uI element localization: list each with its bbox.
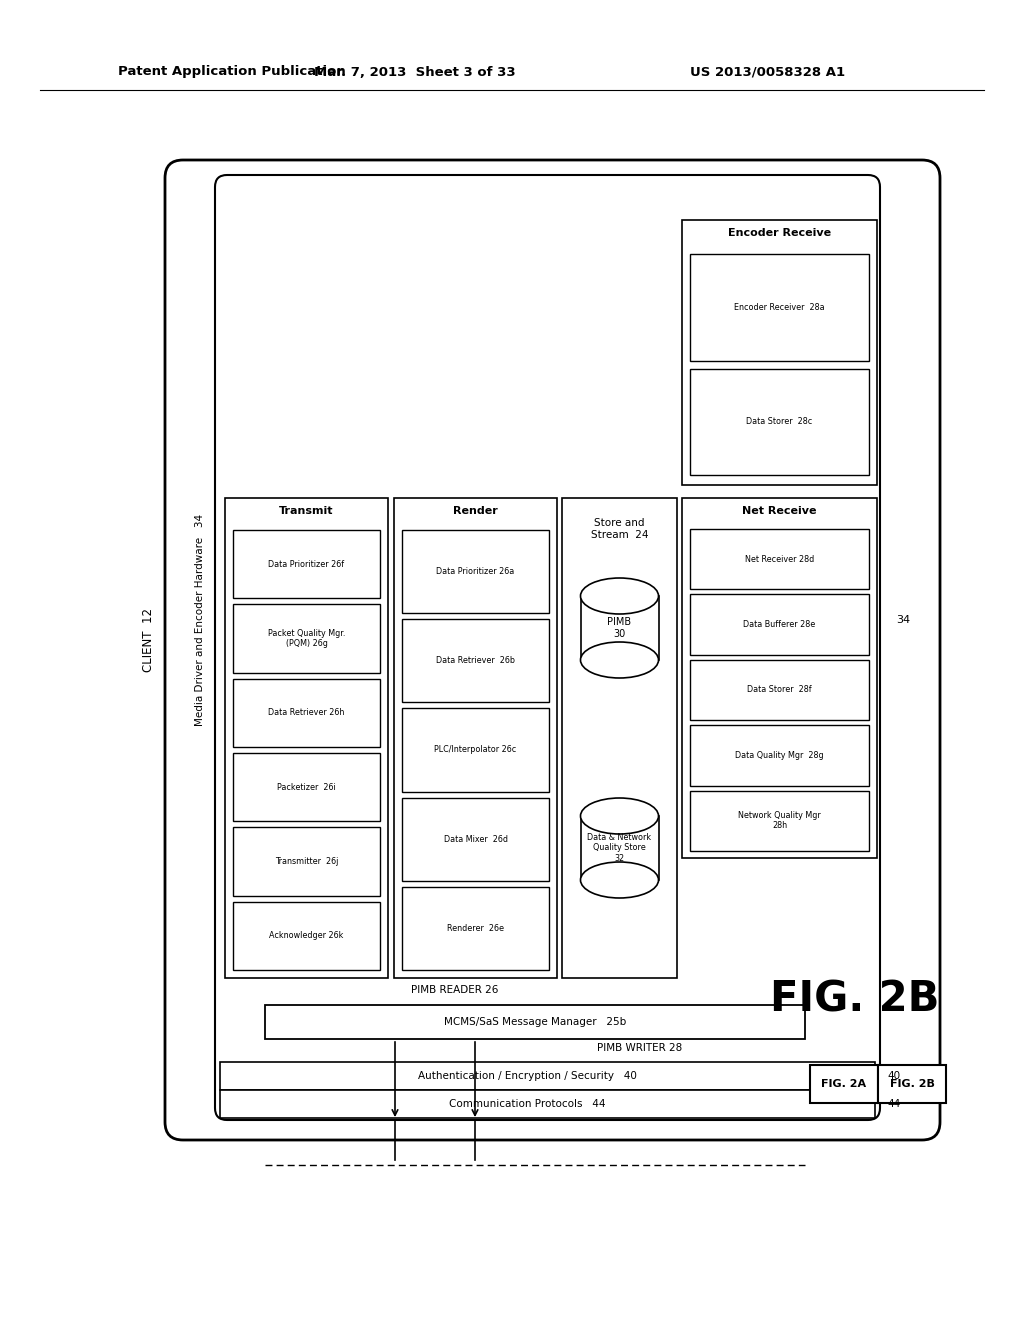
- Text: Net Receiver 28d: Net Receiver 28d: [744, 554, 814, 564]
- Text: US 2013/0058328 A1: US 2013/0058328 A1: [690, 66, 845, 78]
- Ellipse shape: [581, 642, 658, 678]
- Text: Communication Protocols   44: Communication Protocols 44: [450, 1100, 606, 1109]
- Text: Data Retriever  26b: Data Retriever 26b: [436, 656, 515, 665]
- Text: Data Quality Mgr  28g: Data Quality Mgr 28g: [735, 751, 824, 760]
- Text: Patent Application Publication: Patent Application Publication: [118, 66, 346, 78]
- Bar: [878, 1065, 946, 1104]
- Ellipse shape: [581, 862, 658, 898]
- Text: FIG. 2B: FIG. 2B: [890, 1078, 935, 1089]
- Bar: [690, 725, 869, 785]
- Bar: [394, 498, 557, 978]
- Ellipse shape: [581, 578, 658, 614]
- Text: Network Quality Mgr
28h: Network Quality Mgr 28h: [738, 810, 821, 830]
- Bar: [225, 498, 388, 978]
- Text: Renderer  26e: Renderer 26e: [447, 924, 504, 933]
- Text: Acknowledger 26k: Acknowledger 26k: [269, 932, 344, 940]
- Text: Packet Quality Mgr.
(PQM) 26g: Packet Quality Mgr. (PQM) 26g: [268, 628, 345, 648]
- Text: Render: Render: [454, 506, 498, 516]
- Bar: [690, 791, 869, 851]
- Bar: [233, 678, 380, 747]
- Text: Net Receive: Net Receive: [742, 506, 817, 516]
- Bar: [690, 594, 869, 655]
- Bar: [233, 605, 380, 673]
- Text: Transmit: Transmit: [280, 506, 334, 516]
- Text: FIG. 2A: FIG. 2A: [821, 1078, 866, 1089]
- Bar: [402, 531, 549, 614]
- Text: CLIENT  12: CLIENT 12: [141, 609, 155, 672]
- Bar: [233, 752, 380, 821]
- Text: PIMB
30: PIMB 30: [607, 618, 632, 639]
- Bar: [233, 902, 380, 970]
- Bar: [690, 660, 869, 721]
- FancyBboxPatch shape: [215, 176, 880, 1119]
- Bar: [402, 709, 549, 792]
- Bar: [220, 1063, 874, 1090]
- Bar: [562, 498, 677, 978]
- Text: Data Storer  28f: Data Storer 28f: [748, 685, 812, 694]
- Text: Data Prioritizer 26a: Data Prioritizer 26a: [436, 568, 515, 576]
- Text: Data Storer  28c: Data Storer 28c: [746, 417, 813, 426]
- Bar: [581, 816, 658, 880]
- Bar: [810, 1065, 878, 1104]
- Text: 34: 34: [896, 615, 910, 624]
- Bar: [682, 220, 877, 484]
- Text: MCMS/SaS Message Manager   25b: MCMS/SaS Message Manager 25b: [443, 1016, 626, 1027]
- Bar: [233, 531, 380, 598]
- Bar: [690, 368, 869, 475]
- Text: PIMB WRITER 28: PIMB WRITER 28: [597, 1043, 683, 1053]
- Text: Data Retriever 26h: Data Retriever 26h: [268, 709, 345, 717]
- Text: Packetizer  26i: Packetizer 26i: [278, 783, 336, 792]
- Text: Mar. 7, 2013  Sheet 3 of 33: Mar. 7, 2013 Sheet 3 of 33: [314, 66, 516, 78]
- Bar: [402, 797, 549, 880]
- Bar: [265, 1005, 805, 1039]
- Text: PLC/Interpolator 26c: PLC/Interpolator 26c: [434, 746, 517, 755]
- Bar: [402, 619, 549, 702]
- Bar: [682, 498, 877, 858]
- Text: Data Mixer  26d: Data Mixer 26d: [443, 834, 508, 843]
- Text: FIG. 2B: FIG. 2B: [770, 979, 940, 1020]
- Text: Encoder Receive: Encoder Receive: [728, 228, 831, 238]
- Bar: [581, 597, 658, 660]
- Bar: [233, 828, 380, 896]
- Text: Encoder Receiver  28a: Encoder Receiver 28a: [734, 302, 824, 312]
- Text: PIMB READER 26: PIMB READER 26: [412, 985, 499, 995]
- Text: 44: 44: [887, 1100, 900, 1109]
- Text: Data Bufferer 28e: Data Bufferer 28e: [743, 620, 816, 630]
- Text: Media Driver and Encoder Hardware   34: Media Driver and Encoder Hardware 34: [195, 513, 205, 726]
- FancyBboxPatch shape: [165, 160, 940, 1140]
- Bar: [220, 1090, 874, 1118]
- Text: Authentication / Encryption / Security   40: Authentication / Encryption / Security 4…: [418, 1071, 637, 1081]
- Text: Data & Network
Quality Store
32: Data & Network Quality Store 32: [588, 833, 651, 863]
- Text: Data Prioritizer 26f: Data Prioritizer 26f: [268, 560, 344, 569]
- Text: Store and
Stream  24: Store and Stream 24: [591, 517, 648, 540]
- Bar: [690, 529, 869, 590]
- Text: 40: 40: [887, 1071, 900, 1081]
- Bar: [402, 887, 549, 970]
- Text: Transmitter  26j: Transmitter 26j: [274, 857, 338, 866]
- Bar: [690, 253, 869, 360]
- Ellipse shape: [581, 799, 658, 834]
